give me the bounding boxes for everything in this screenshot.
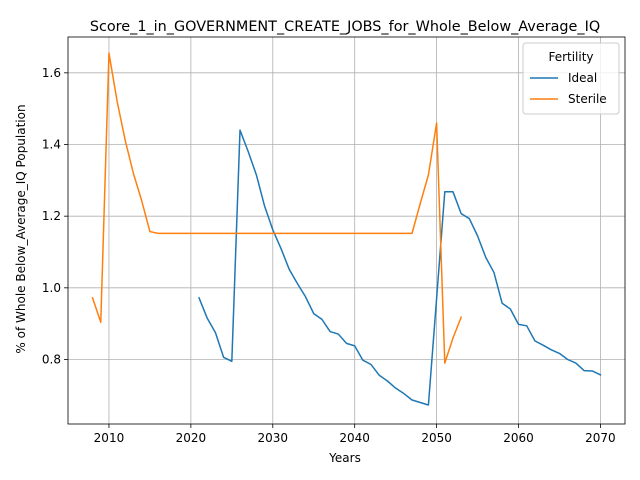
series-line-sterile <box>91 52 463 364</box>
x-tick-label: 2010 <box>94 431 125 445</box>
legend-title: Fertility <box>548 50 593 64</box>
x-tick-label: 2020 <box>176 431 207 445</box>
y-tick-label: 1.2 <box>42 209 61 223</box>
x-tick-label: 2040 <box>339 431 370 445</box>
legend: Fertility Ideal Sterile <box>522 42 620 115</box>
y-axis-label: % of Whole Below_Average_IQ Population <box>14 104 28 353</box>
y-axis-ticks: 0.8 1.0 1.2 1.4 1.6 <box>42 66 68 367</box>
legend-box <box>522 42 620 115</box>
x-tick-label: 2030 <box>258 431 289 445</box>
x-axis-ticks: 2010 2020 2030 2040 2050 2060 2070 <box>94 424 616 445</box>
y-tick-label: 0.8 <box>42 353 61 367</box>
legend-label-sterile: Sterile <box>568 92 607 106</box>
grid <box>68 37 625 424</box>
y-tick-label: 1.6 <box>42 66 61 80</box>
series-lines <box>91 52 602 406</box>
legend-label-ideal: Ideal <box>568 71 597 85</box>
y-tick-label: 1.4 <box>42 138 61 152</box>
x-axis-label: Years <box>328 451 361 465</box>
plot-frame <box>67 36 626 425</box>
chart-title: Score_1_in_GOVERNMENT_CREATE_JOBS_for_Wh… <box>90 19 600 35</box>
x-tick-label: 2050 <box>421 431 452 445</box>
series-line-ideal <box>198 129 602 406</box>
x-tick-label: 2070 <box>585 431 616 445</box>
y-tick-label: 1.0 <box>42 281 61 295</box>
x-tick-label: 2060 <box>503 431 534 445</box>
